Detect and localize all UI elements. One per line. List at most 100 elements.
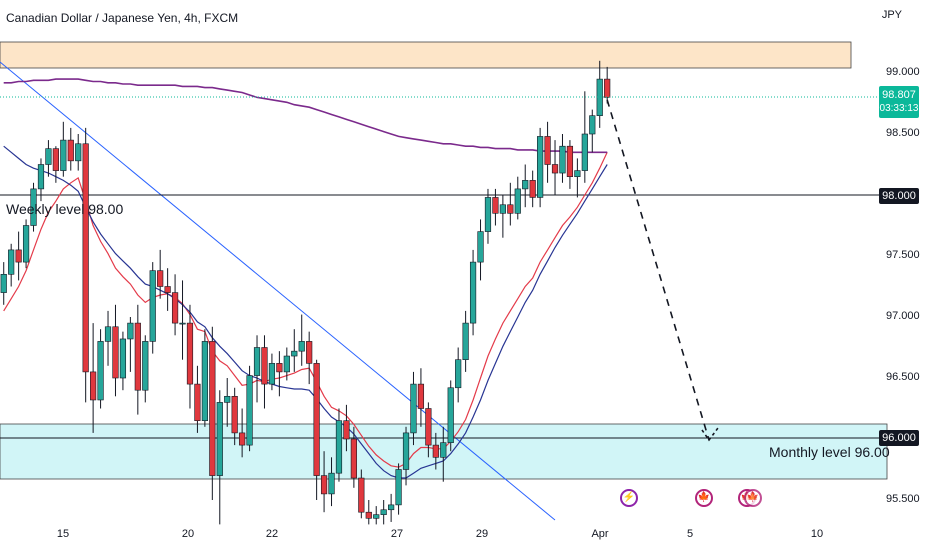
canada-flag-icon[interactable]: 🍁	[744, 489, 762, 507]
candle-body	[224, 395, 231, 403]
ma-line-ma	[3, 78, 608, 154]
y-tick-label: 98.500	[886, 127, 920, 139]
candle-body	[328, 472, 335, 495]
candle	[97, 329, 104, 409]
candle-body	[559, 145, 566, 174]
candle	[589, 109, 596, 153]
candle	[246, 365, 253, 452]
candle	[276, 351, 283, 397]
candle-body	[283, 355, 290, 373]
candle	[104, 310, 112, 366]
y-tick-label: 96.500	[886, 371, 920, 383]
descending-trendline	[0, 61, 556, 521]
candle	[8, 243, 15, 287]
candle-body	[97, 341, 104, 401]
x-tick-label: 15	[56, 528, 70, 540]
candle	[529, 170, 536, 208]
candle	[112, 304, 119, 397]
candle-body	[365, 511, 372, 519]
candle-body	[15, 249, 22, 263]
candle	[432, 432, 439, 470]
candle	[343, 404, 350, 452]
candle	[484, 188, 492, 244]
candle-body	[127, 322, 134, 340]
candle-body	[90, 371, 97, 401]
candle	[477, 219, 484, 281]
candle-body	[201, 341, 208, 421]
chart-title: Canadian Dollar / Japanese Yen, 4h, FXCM	[6, 11, 239, 25]
candle	[171, 274, 179, 336]
candle	[52, 146, 59, 183]
candle	[60, 121, 67, 177]
y-tick-label: 97.500	[886, 249, 920, 261]
candle	[447, 380, 454, 452]
candle-body	[469, 261, 477, 324]
ma-line-ema-slow	[3, 145, 608, 479]
candle	[469, 249, 477, 336]
candle	[261, 335, 268, 409]
candle	[320, 451, 328, 513]
candle	[82, 127, 89, 403]
candle-body	[67, 139, 74, 162]
candle-body	[425, 408, 432, 446]
candle	[402, 426, 410, 486]
candle-body	[171, 292, 179, 324]
candle-body	[37, 164, 45, 190]
candle-body	[432, 444, 439, 458]
candle-body	[373, 514, 380, 519]
x-tick-label: 5	[686, 528, 694, 540]
candle	[30, 182, 37, 232]
candle	[142, 335, 149, 403]
candle	[239, 408, 246, 458]
candle-body	[179, 322, 186, 325]
last-price-badge: 98.807 03:33:13	[879, 86, 919, 118]
candle-body	[395, 469, 402, 506]
candle-body	[276, 363, 283, 373]
candle-body	[537, 136, 544, 198]
candle	[365, 500, 372, 525]
candle	[604, 66, 611, 104]
candle-body	[455, 359, 462, 389]
candle	[335, 408, 343, 482]
resistance-zone	[0, 41, 852, 69]
candle	[581, 91, 588, 183]
candle	[22, 219, 30, 269]
candle	[358, 469, 365, 519]
candle	[306, 331, 313, 385]
x-tick-label: Apr	[591, 528, 609, 540]
candle-body	[142, 341, 149, 391]
candle	[119, 331, 127, 391]
candle-body	[589, 115, 596, 135]
candle-body	[164, 286, 171, 293]
x-tick-label: 10	[810, 528, 824, 540]
candle-body	[522, 180, 529, 190]
candle	[0, 262, 7, 305]
candle-body	[477, 231, 484, 263]
projection-path	[606, 99, 710, 441]
candle	[388, 493, 395, 522]
candle-body	[149, 270, 156, 342]
candle-body	[30, 188, 37, 226]
currency-label: JPY	[881, 9, 902, 21]
candle	[268, 353, 276, 391]
candle-body	[350, 438, 357, 479]
candle-body	[246, 375, 253, 446]
candle	[164, 268, 171, 311]
candle-body	[440, 442, 447, 458]
lightning-icon[interactable]: ⚡	[620, 489, 638, 507]
candle	[395, 463, 402, 515]
candle-body	[119, 338, 127, 379]
candle-body	[239, 432, 246, 446]
candle	[551, 140, 559, 195]
candle	[507, 182, 514, 226]
candle-body	[60, 139, 67, 171]
canada-flag-icon[interactable]: 🍁	[695, 489, 713, 507]
x-tick-label: 27	[390, 528, 404, 540]
candle	[440, 426, 447, 482]
candle-body	[8, 249, 15, 275]
candle	[499, 195, 506, 238]
candle	[410, 371, 417, 446]
y-tick-label: 97.000	[886, 310, 920, 322]
